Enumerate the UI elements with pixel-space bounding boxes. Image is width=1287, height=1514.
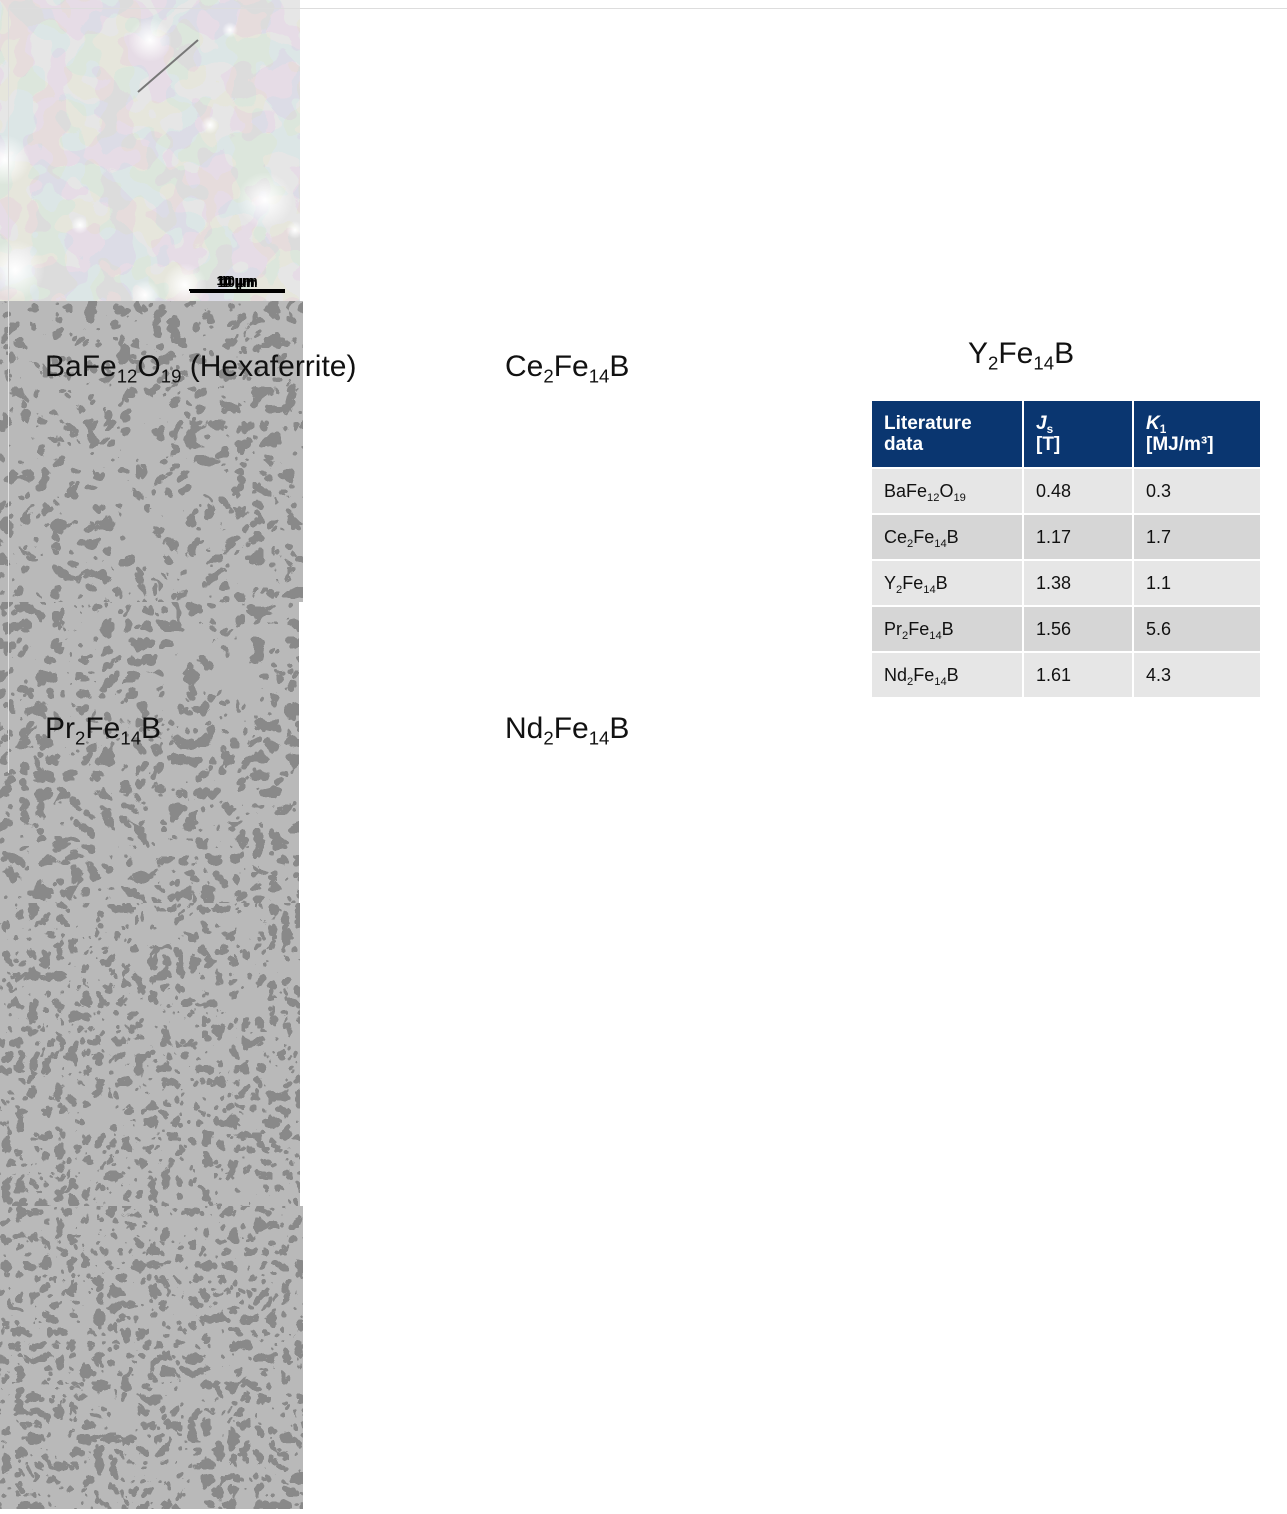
caption: Pr2Fe14B bbox=[45, 712, 161, 746]
header-line: Js bbox=[1036, 413, 1120, 434]
text-run: Fe bbox=[913, 665, 934, 685]
table-cell: 0.3 bbox=[1133, 468, 1261, 514]
text-run: O bbox=[939, 481, 953, 501]
text-run: [T] bbox=[1036, 434, 1060, 455]
caption: BaFe12O19 (Hexaferrite) bbox=[45, 350, 356, 384]
subscript: 19 bbox=[953, 491, 965, 503]
header-line: Literature bbox=[884, 413, 1010, 434]
text-run: Fe bbox=[908, 619, 929, 639]
table-cell: 5.6 bbox=[1133, 606, 1261, 652]
text-run: B bbox=[947, 527, 959, 547]
text-run: BaFe bbox=[45, 350, 117, 383]
text-run: (Hexaferrite) bbox=[181, 350, 356, 383]
micrograph-image bbox=[0, 1206, 303, 1509]
micrograph: 10 µm bbox=[0, 1206, 303, 1509]
subscript: 14 bbox=[934, 675, 946, 687]
text-run: Pr bbox=[884, 619, 902, 639]
subscript: 2 bbox=[988, 353, 998, 374]
text-run: K bbox=[1146, 413, 1160, 434]
header-line: data bbox=[884, 434, 1010, 455]
micrograph: 10 µm bbox=[0, 903, 300, 1206]
text-run: data bbox=[884, 434, 923, 455]
text-run: B bbox=[609, 712, 629, 745]
text-run: O bbox=[137, 350, 160, 383]
header-line: [T] bbox=[1036, 434, 1120, 455]
text-run: B bbox=[942, 619, 954, 639]
text-run: Ce bbox=[505, 350, 543, 383]
table-cell: 1.61 bbox=[1023, 652, 1133, 698]
table-cell: 1.7 bbox=[1133, 514, 1261, 560]
subscript: 2 bbox=[543, 366, 553, 387]
table-cell: 4.3 bbox=[1133, 652, 1261, 698]
subscript: 14 bbox=[1033, 353, 1054, 374]
table-cell: 0.48 bbox=[1023, 468, 1133, 514]
scale-bar: 10 µm bbox=[193, 275, 285, 293]
micrograph-image bbox=[0, 903, 300, 1206]
subscript: 19 bbox=[161, 366, 182, 387]
text-run: B bbox=[141, 712, 161, 745]
table-cell: 1.38 bbox=[1023, 560, 1133, 606]
table-cell: Pr2Fe14B bbox=[872, 606, 1023, 652]
header-line: K1 bbox=[1146, 413, 1248, 434]
table-row: BaFe12O190.480.3 bbox=[872, 468, 1261, 514]
subscript: 14 bbox=[589, 366, 610, 387]
text-run: B bbox=[936, 573, 948, 593]
text-run: Fe bbox=[554, 350, 589, 383]
text-run: Fe bbox=[902, 573, 923, 593]
scale-bar-label: 10 µm bbox=[193, 275, 285, 290]
subscript: 12 bbox=[927, 491, 939, 503]
scale-bar-line bbox=[193, 291, 285, 293]
subscript: 14 bbox=[934, 537, 946, 549]
text-run: J bbox=[1036, 413, 1047, 434]
header-cell: Js[T] bbox=[1023, 401, 1133, 468]
text-run: B bbox=[947, 665, 959, 685]
subscript: 14 bbox=[120, 728, 141, 749]
text-run: Nd bbox=[505, 712, 543, 745]
caption: Ce2Fe14B bbox=[505, 350, 629, 384]
text-run: Nd bbox=[884, 665, 907, 685]
header-line: [MJ/m³] bbox=[1146, 434, 1248, 455]
table-cell: Ce2Fe14B bbox=[872, 514, 1023, 560]
subscript: 14 bbox=[923, 583, 935, 595]
text-run: Pr bbox=[45, 712, 75, 745]
text-run: Fe bbox=[998, 337, 1033, 370]
text-run: BaFe bbox=[884, 481, 927, 501]
text-run: [MJ/m³] bbox=[1146, 434, 1214, 455]
table-cell: BaFe12O19 bbox=[872, 468, 1023, 514]
subscript: 2 bbox=[75, 728, 85, 749]
text-run: Ce bbox=[884, 527, 907, 547]
table-cell: Y2Fe14B bbox=[872, 560, 1023, 606]
text-run: Fe bbox=[85, 712, 120, 745]
caption: Y2Fe14B bbox=[968, 337, 1074, 371]
subscript: 14 bbox=[929, 629, 941, 641]
subscript: 12 bbox=[117, 366, 138, 387]
table-cell: 1.17 bbox=[1023, 514, 1133, 560]
text-run: B bbox=[1054, 337, 1074, 370]
page: 10 µmBaFe12O19 (Hexaferrite) 10 µmCe2Fe1… bbox=[0, 0, 1287, 773]
table-cell: Nd2Fe14B bbox=[872, 652, 1023, 698]
text-run: B bbox=[609, 350, 629, 383]
table-cell: 1.56 bbox=[1023, 606, 1133, 652]
header-cell: K1[MJ/m³] bbox=[1133, 401, 1261, 468]
text-run: Y bbox=[968, 337, 988, 370]
table-cell: 1.1 bbox=[1133, 560, 1261, 606]
text-run: Fe bbox=[554, 712, 589, 745]
text-run: Y bbox=[884, 573, 896, 593]
text-run: Fe bbox=[913, 527, 934, 547]
subscript: 2 bbox=[543, 728, 553, 749]
caption: Nd2Fe14B bbox=[505, 712, 629, 746]
text-run: Literature bbox=[884, 413, 972, 434]
subscript: 14 bbox=[589, 728, 610, 749]
